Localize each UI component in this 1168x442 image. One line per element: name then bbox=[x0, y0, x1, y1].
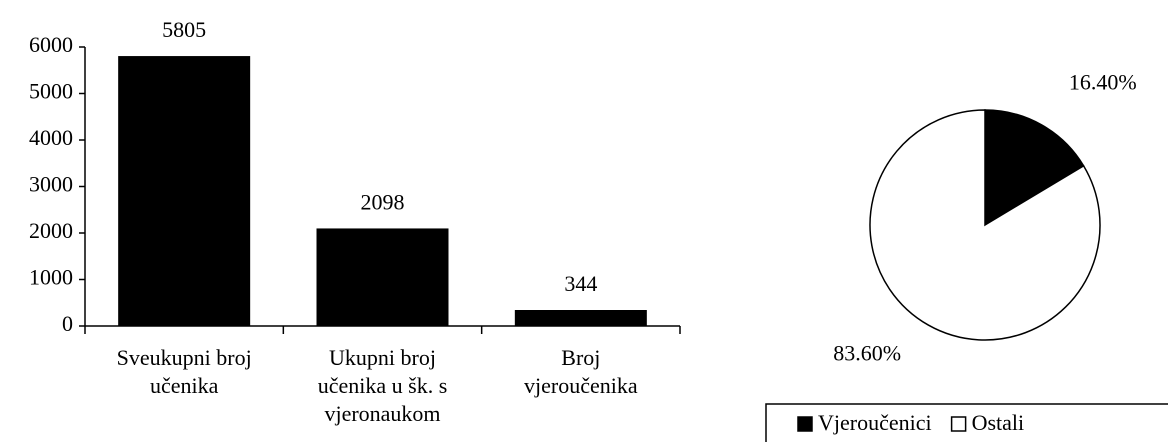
bar bbox=[118, 56, 251, 326]
y-tick-label: 6000 bbox=[29, 32, 73, 57]
x-tick-label: Sveukupni broj učenika bbox=[117, 345, 252, 398]
value-label: 5805 bbox=[162, 17, 206, 42]
label-line: vjeronaukom bbox=[324, 401, 440, 426]
bar bbox=[316, 228, 449, 326]
legend-label: Vjeroučenici bbox=[818, 410, 932, 435]
slice-label: 16.40% bbox=[1069, 70, 1137, 95]
legend-box bbox=[765, 403, 1168, 442]
bar bbox=[514, 310, 647, 326]
value-label: 344 bbox=[564, 271, 597, 296]
x-tick-label: Broj vjeroučenika bbox=[524, 345, 638, 398]
legend-label: Ostali bbox=[972, 410, 1025, 435]
value-label: 2098 bbox=[361, 189, 405, 214]
pie-slice bbox=[984, 109, 1085, 227]
y-tick-label: 4000 bbox=[29, 125, 73, 150]
slice-label: 83.60% bbox=[833, 341, 901, 366]
label-line: Ukupni broj bbox=[329, 345, 436, 370]
y-tick-label: 5000 bbox=[29, 79, 73, 104]
y-tick-label: 2000 bbox=[29, 218, 73, 243]
legend-swatch bbox=[950, 416, 967, 432]
label-line: učenika bbox=[150, 373, 219, 398]
y-tick-label: 1000 bbox=[29, 265, 73, 290]
label-line: Broj bbox=[561, 345, 600, 370]
y-tick-label: 0 bbox=[62, 311, 73, 336]
x-tick-label: Ukupni broj učenika u šk. s vjeronaukom bbox=[318, 345, 448, 426]
label-line: vjeroučenika bbox=[524, 373, 638, 398]
label-line: Sveukupni broj bbox=[117, 345, 252, 370]
legend-swatch bbox=[797, 416, 813, 432]
y-tick-label: 3000 bbox=[29, 172, 73, 197]
pie-slice bbox=[869, 109, 1101, 341]
label-line: učenika u šk. s bbox=[318, 373, 448, 398]
